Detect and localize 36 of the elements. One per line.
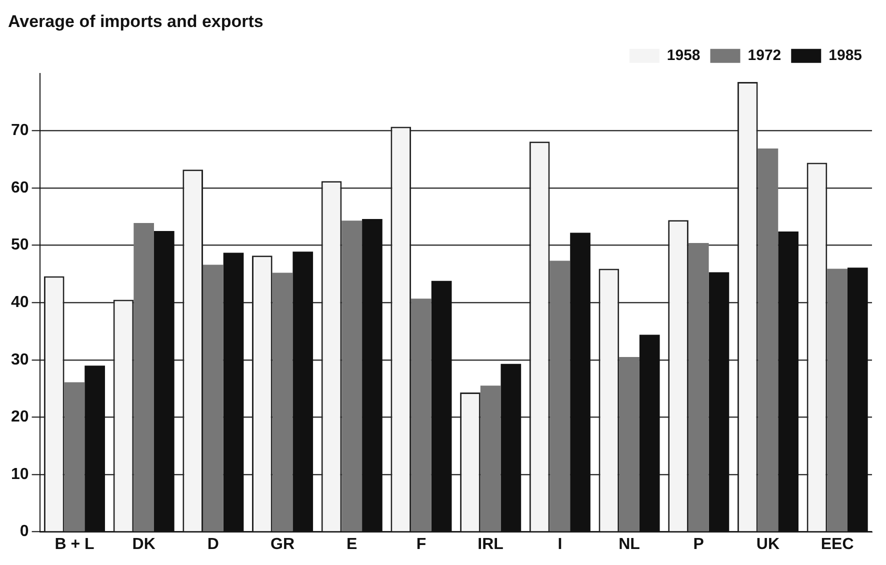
y-tick-label: 40 <box>11 294 29 312</box>
y-tick-label: 10 <box>11 466 29 483</box>
x-tick-label: NL <box>618 536 640 553</box>
bar <box>64 382 85 532</box>
y-tick-label: 20 <box>11 408 29 426</box>
bar <box>411 298 432 532</box>
x-tick-label: DK <box>132 536 156 553</box>
x-tick-label: D <box>207 536 219 553</box>
bar <box>550 260 570 532</box>
x-tick-label: E <box>346 536 358 553</box>
x-tick-label: F <box>416 536 426 553</box>
x-tick-label: P <box>693 536 704 553</box>
bar <box>619 357 640 532</box>
bar <box>827 268 848 532</box>
bar <box>342 220 362 532</box>
bar <box>134 222 154 532</box>
bar <box>688 243 709 532</box>
y-tick-label: 60 <box>11 179 29 196</box>
legend-label: 1985 <box>828 47 862 64</box>
legend-label: 1958 <box>666 47 700 64</box>
chart-title: Average of imports and exports <box>8 12 264 31</box>
legend-label: 1972 <box>748 47 782 64</box>
x-tick-label: B + L <box>54 536 94 553</box>
y-tick-label: 0 <box>20 523 29 540</box>
x-tick-label: GR <box>270 536 295 553</box>
y-tick-label: 30 <box>11 351 29 368</box>
bar <box>203 264 224 532</box>
y-tick-label: 70 <box>11 122 29 140</box>
x-tick-label: I <box>558 536 562 553</box>
bar <box>272 272 293 532</box>
x-tick-label: UK <box>756 536 780 553</box>
x-tick-label: EEC <box>820 536 854 553</box>
bar <box>758 148 778 532</box>
bar <box>480 386 501 532</box>
x-tick-label: IRL <box>478 536 504 553</box>
y-tick-label: 50 <box>11 236 29 254</box>
